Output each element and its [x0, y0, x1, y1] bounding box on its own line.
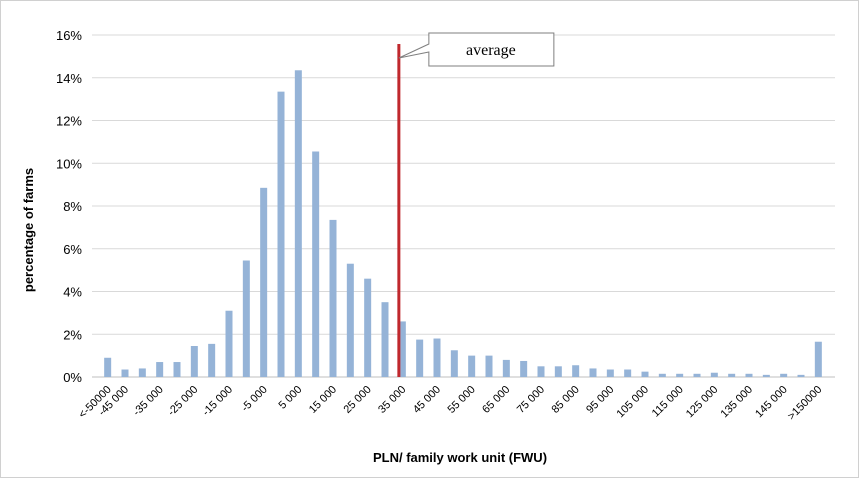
bar	[260, 187, 268, 377]
y-tick-label: 0%	[63, 370, 82, 385]
bar	[780, 373, 788, 377]
y-tick-label: 10%	[56, 156, 82, 171]
bar	[329, 219, 337, 377]
y-tick-label: 8%	[63, 199, 82, 214]
bar	[294, 70, 302, 378]
bar	[520, 360, 528, 377]
bar	[606, 369, 614, 377]
bar	[589, 368, 597, 377]
y-axis-title: percentage of farms	[21, 168, 36, 292]
bar	[416, 339, 424, 377]
bar	[156, 362, 164, 377]
bar	[398, 321, 406, 377]
y-tick-label: 2%	[63, 327, 82, 342]
bar	[572, 365, 580, 377]
bar	[346, 263, 354, 377]
y-tick-label: 4%	[63, 285, 82, 300]
bar	[693, 373, 701, 377]
y-tick-label: 14%	[56, 71, 82, 86]
callout-box	[398, 32, 555, 67]
bar	[208, 343, 216, 377]
bar	[104, 357, 112, 377]
bar	[277, 91, 285, 378]
annotation-label: average	[466, 42, 516, 59]
y-tick-label: 6%	[63, 242, 82, 257]
bar	[190, 346, 198, 377]
bar	[676, 373, 684, 377]
bar	[121, 369, 129, 377]
x-axis-title: PLN/ family work unit (FWU)	[373, 450, 547, 465]
bar	[364, 278, 372, 377]
bar	[745, 373, 753, 377]
bar	[814, 341, 822, 377]
bar	[658, 373, 666, 377]
bar	[468, 355, 476, 377]
bar	[381, 302, 389, 377]
bar	[710, 372, 718, 377]
bar	[242, 260, 250, 377]
bar	[537, 366, 545, 377]
bar	[173, 362, 181, 377]
bar	[641, 371, 649, 377]
y-tick-label: 16%	[56, 28, 82, 43]
bar	[502, 359, 510, 377]
bar	[312, 151, 320, 377]
bar	[554, 366, 562, 377]
y-tick-label: 12%	[56, 114, 82, 129]
bar	[433, 338, 441, 377]
bar	[762, 374, 770, 377]
bar	[450, 350, 458, 377]
bar	[624, 369, 632, 377]
bar	[225, 310, 233, 377]
bar	[485, 355, 493, 377]
bar	[797, 374, 805, 377]
bar	[728, 373, 736, 377]
bar	[138, 368, 146, 377]
